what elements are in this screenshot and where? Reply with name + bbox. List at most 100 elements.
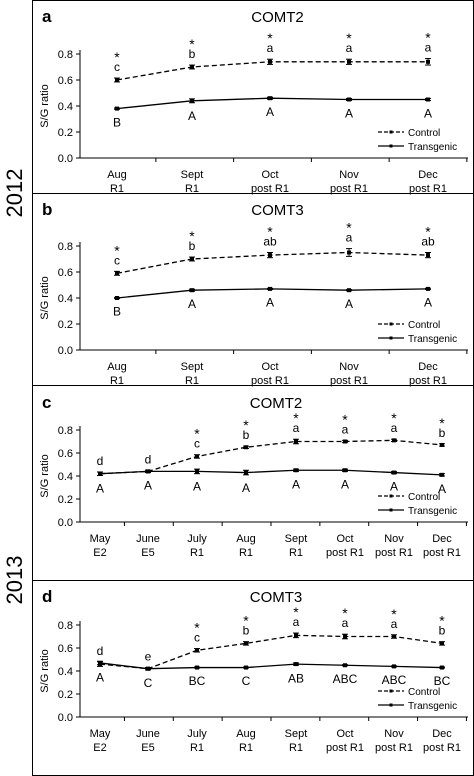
- data-point-transgenic: [195, 469, 199, 474]
- data-point-transgenic: [440, 472, 444, 477]
- x-tick-label: E5: [141, 742, 154, 754]
- legend-label-control: Control: [408, 492, 440, 503]
- legend-label-transgenic: Transgenic: [408, 334, 457, 345]
- significance-star: *: [342, 605, 348, 621]
- significance-letter: A: [266, 105, 274, 119]
- data-point-control: [392, 438, 396, 443]
- chart-title: COMT3: [250, 589, 303, 606]
- significance-letter: b: [243, 428, 250, 442]
- significance-letter: b: [439, 426, 446, 440]
- data-point-transgenic: [244, 470, 248, 475]
- data-point-transgenic: [294, 662, 298, 667]
- x-tick-label: R1: [110, 375, 124, 387]
- significance-star: *: [342, 411, 348, 427]
- data-point-control: [426, 253, 430, 258]
- x-tick-label: Oct: [336, 533, 353, 545]
- significance-star: *: [425, 30, 431, 46]
- legend-label-transgenic: Transgenic: [408, 701, 457, 712]
- significance-letter: b: [189, 239, 196, 253]
- significance-star: *: [114, 49, 120, 65]
- significance-star: *: [189, 36, 195, 52]
- y-tick-label: 0.4: [58, 666, 73, 678]
- figure-frame: [32, 0, 474, 776]
- significance-letter: A: [242, 481, 250, 495]
- significance-letter: B: [113, 305, 121, 319]
- significance-letter: d: [145, 452, 152, 466]
- data-point-transgenic: [146, 666, 150, 671]
- x-tick-label: post R1: [326, 742, 364, 754]
- significance-letter: A: [390, 480, 398, 494]
- data-point-control: [440, 641, 444, 646]
- x-tick-label: R1: [190, 742, 204, 754]
- panel-letter: b: [42, 200, 52, 219]
- significance-letter: A: [96, 481, 104, 495]
- significance-star: *: [346, 30, 352, 46]
- significance-letter: c: [194, 631, 200, 645]
- data-point-control: [195, 454, 199, 459]
- y-tick-label: 0.0: [58, 712, 73, 724]
- x-tick-label: post R1: [375, 742, 413, 754]
- data-point-control: [115, 78, 119, 82]
- y-tick-label: 0.4: [58, 471, 73, 483]
- data-point-transgenic: [343, 663, 347, 668]
- series-line-control: [116, 251, 429, 274]
- legend-marker: [389, 508, 393, 512]
- data-point-control: [190, 65, 194, 69]
- significance-letter: A: [188, 109, 196, 123]
- significance-letter: A: [341, 477, 349, 491]
- data-point-transgenic: [98, 471, 102, 476]
- significance-letter: C: [144, 676, 153, 690]
- significance-letter: B: [113, 115, 121, 129]
- data-point-transgenic: [98, 660, 102, 665]
- x-tick-label: R1: [185, 183, 199, 195]
- x-tick-label: Sept: [181, 169, 204, 181]
- data-point-control: [115, 271, 119, 276]
- panel-d: d COMT3 0.0 0.2 0.4 0.6 0.8 S/G ratio May E2 June E…: [32, 580, 474, 754]
- y-tick-label: 0.2: [58, 494, 73, 506]
- significance-letter: a: [342, 422, 349, 436]
- x-tick-label: Nov: [384, 728, 404, 740]
- x-tick-label: Nov: [339, 361, 359, 373]
- x-tick-label: Aug: [107, 169, 127, 181]
- data-point-transgenic: [190, 288, 194, 293]
- significance-letter: a: [391, 617, 398, 631]
- legend-marker: [389, 144, 393, 148]
- legend-label-transgenic: Transgenic: [408, 506, 457, 517]
- legend-marker: [389, 689, 393, 693]
- y-tick-label: 0.0: [58, 517, 73, 529]
- significance-star: *: [293, 604, 299, 620]
- data-point-transgenic: [244, 665, 248, 670]
- x-tick-label: Sept: [285, 728, 308, 740]
- x-tick-label: Dec: [432, 533, 452, 545]
- significance-letter: a: [267, 41, 274, 55]
- significance-star: *: [293, 410, 299, 426]
- y-tick-label: 0.8: [58, 241, 73, 253]
- significance-letter: c: [194, 437, 200, 451]
- data-point-transgenic: [426, 286, 430, 291]
- significance-letter: ab: [263, 235, 277, 249]
- panel-letter: c: [42, 393, 51, 412]
- significance-letter: a: [293, 615, 300, 629]
- significance-star: *: [194, 620, 200, 636]
- x-tick-label: Sept: [181, 361, 204, 373]
- x-tick-label: post R1: [375, 547, 413, 559]
- x-tick-label: Dec: [432, 728, 452, 740]
- y-tick-label: 0.6: [58, 448, 73, 460]
- y-tick-label: 0.6: [58, 643, 73, 655]
- significance-star: *: [114, 242, 120, 258]
- significance-letter: A: [345, 297, 353, 311]
- significance-star: *: [425, 224, 431, 240]
- data-point-control: [244, 445, 248, 450]
- panel-letter: a: [42, 7, 52, 26]
- data-point-transgenic: [115, 296, 119, 300]
- significance-star: *: [267, 224, 273, 240]
- y-axis-label: S/G ratio: [39, 454, 51, 497]
- x-tick-label: Nov: [339, 169, 359, 181]
- x-tick-label: R1: [185, 375, 199, 387]
- y-tick-label: 0.2: [58, 127, 73, 139]
- data-point-transgenic: [347, 288, 351, 293]
- panel-a: a COMT2 0.0 0.2 0.4 0.6 0.8 S/G ratio Aug R1 Sept R…: [39, 7, 468, 195]
- data-point-transgenic: [440, 665, 444, 670]
- legend-marker: [389, 703, 393, 707]
